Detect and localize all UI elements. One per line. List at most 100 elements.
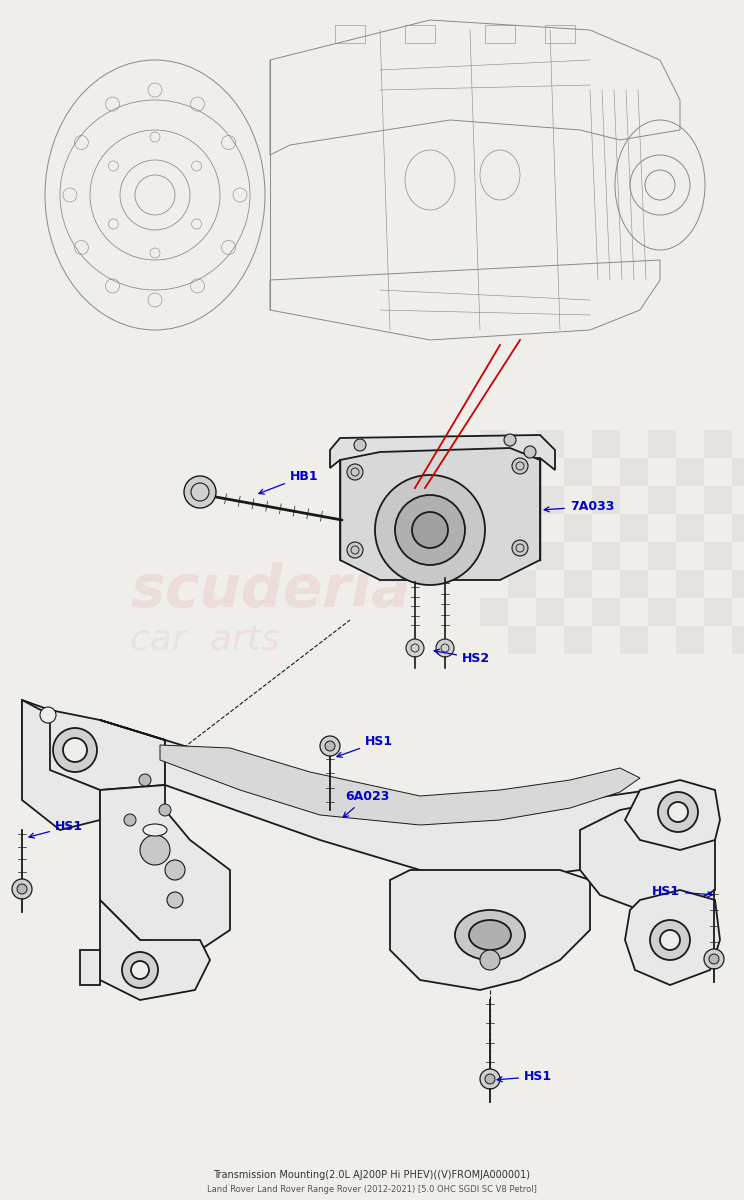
Text: 6A023: 6A023: [343, 790, 389, 817]
Circle shape: [650, 920, 690, 960]
Circle shape: [504, 434, 516, 446]
Polygon shape: [625, 890, 720, 985]
Bar: [620, 570, 648, 598]
Bar: [508, 458, 536, 486]
Bar: [508, 626, 536, 654]
Circle shape: [512, 540, 528, 556]
Circle shape: [165, 860, 185, 880]
Circle shape: [412, 512, 448, 548]
Bar: [536, 598, 564, 626]
Bar: [536, 430, 564, 458]
Bar: [564, 570, 592, 598]
Bar: [564, 458, 592, 486]
Text: car  arts: car arts: [130, 623, 280, 658]
Bar: [648, 486, 676, 514]
Bar: [704, 542, 732, 570]
Bar: [676, 514, 704, 542]
Circle shape: [131, 961, 149, 979]
Circle shape: [668, 802, 688, 822]
Text: HS2: HS2: [434, 649, 490, 665]
Bar: [732, 514, 744, 542]
Bar: [480, 542, 508, 570]
Polygon shape: [160, 745, 640, 826]
Polygon shape: [100, 900, 210, 1000]
Bar: [508, 570, 536, 598]
Bar: [648, 542, 676, 570]
Bar: [620, 514, 648, 542]
Text: HS1: HS1: [337, 734, 393, 757]
Polygon shape: [100, 720, 680, 880]
Circle shape: [40, 707, 56, 722]
Bar: [564, 514, 592, 542]
Text: Land Rover Land Rover Range Rover (2012-2021) [5.0 OHC SGDI SC V8 Petrol]: Land Rover Land Rover Range Rover (2012-…: [207, 1186, 537, 1194]
Circle shape: [53, 728, 97, 772]
Bar: [592, 430, 620, 458]
Polygon shape: [22, 700, 100, 830]
Polygon shape: [330, 434, 555, 470]
Bar: [508, 514, 536, 542]
Circle shape: [709, 954, 719, 964]
Bar: [480, 598, 508, 626]
Bar: [676, 626, 704, 654]
Polygon shape: [625, 780, 720, 850]
Bar: [592, 598, 620, 626]
Circle shape: [395, 494, 465, 565]
Circle shape: [159, 804, 171, 816]
Circle shape: [480, 1069, 500, 1090]
Circle shape: [354, 439, 366, 451]
Circle shape: [124, 814, 136, 826]
Bar: [704, 430, 732, 458]
Circle shape: [347, 542, 363, 558]
Bar: [545, 25, 575, 43]
Circle shape: [480, 950, 500, 970]
Bar: [480, 486, 508, 514]
Polygon shape: [100, 785, 230, 950]
Text: scuderia: scuderia: [130, 562, 411, 618]
Circle shape: [512, 458, 528, 474]
Circle shape: [17, 884, 27, 894]
Circle shape: [122, 952, 158, 988]
Text: HS1: HS1: [29, 820, 83, 838]
Bar: [405, 25, 435, 43]
Text: HB1: HB1: [259, 469, 318, 494]
Circle shape: [406, 638, 424, 658]
Ellipse shape: [469, 920, 511, 950]
Circle shape: [436, 638, 454, 658]
Bar: [704, 598, 732, 626]
Bar: [620, 626, 648, 654]
Circle shape: [320, 736, 340, 756]
Polygon shape: [580, 800, 715, 910]
Bar: [592, 486, 620, 514]
Circle shape: [12, 878, 32, 899]
Circle shape: [660, 930, 680, 950]
Circle shape: [139, 774, 151, 786]
Bar: [732, 570, 744, 598]
Polygon shape: [340, 448, 540, 580]
Bar: [620, 458, 648, 486]
Circle shape: [375, 475, 485, 584]
Circle shape: [704, 949, 724, 970]
Polygon shape: [22, 700, 165, 790]
Bar: [564, 626, 592, 654]
Circle shape: [63, 738, 87, 762]
Bar: [648, 430, 676, 458]
Circle shape: [140, 835, 170, 865]
Bar: [592, 542, 620, 570]
Bar: [80, 950, 100, 985]
Polygon shape: [390, 870, 590, 990]
Bar: [485, 25, 515, 43]
Ellipse shape: [143, 824, 167, 836]
Bar: [732, 626, 744, 654]
Bar: [704, 486, 732, 514]
Bar: [676, 570, 704, 598]
Circle shape: [658, 792, 698, 832]
Ellipse shape: [455, 910, 525, 960]
Bar: [536, 486, 564, 514]
Bar: [335, 25, 365, 43]
Circle shape: [184, 476, 216, 508]
Text: Transmission Mounting(2.0L AJ200P Hi PHEV)((V)FROMJA000001): Transmission Mounting(2.0L AJ200P Hi PHE…: [214, 1170, 530, 1180]
Text: HS1: HS1: [497, 1070, 552, 1082]
Bar: [648, 598, 676, 626]
Circle shape: [485, 1074, 495, 1084]
Text: 7A033: 7A033: [544, 500, 615, 514]
